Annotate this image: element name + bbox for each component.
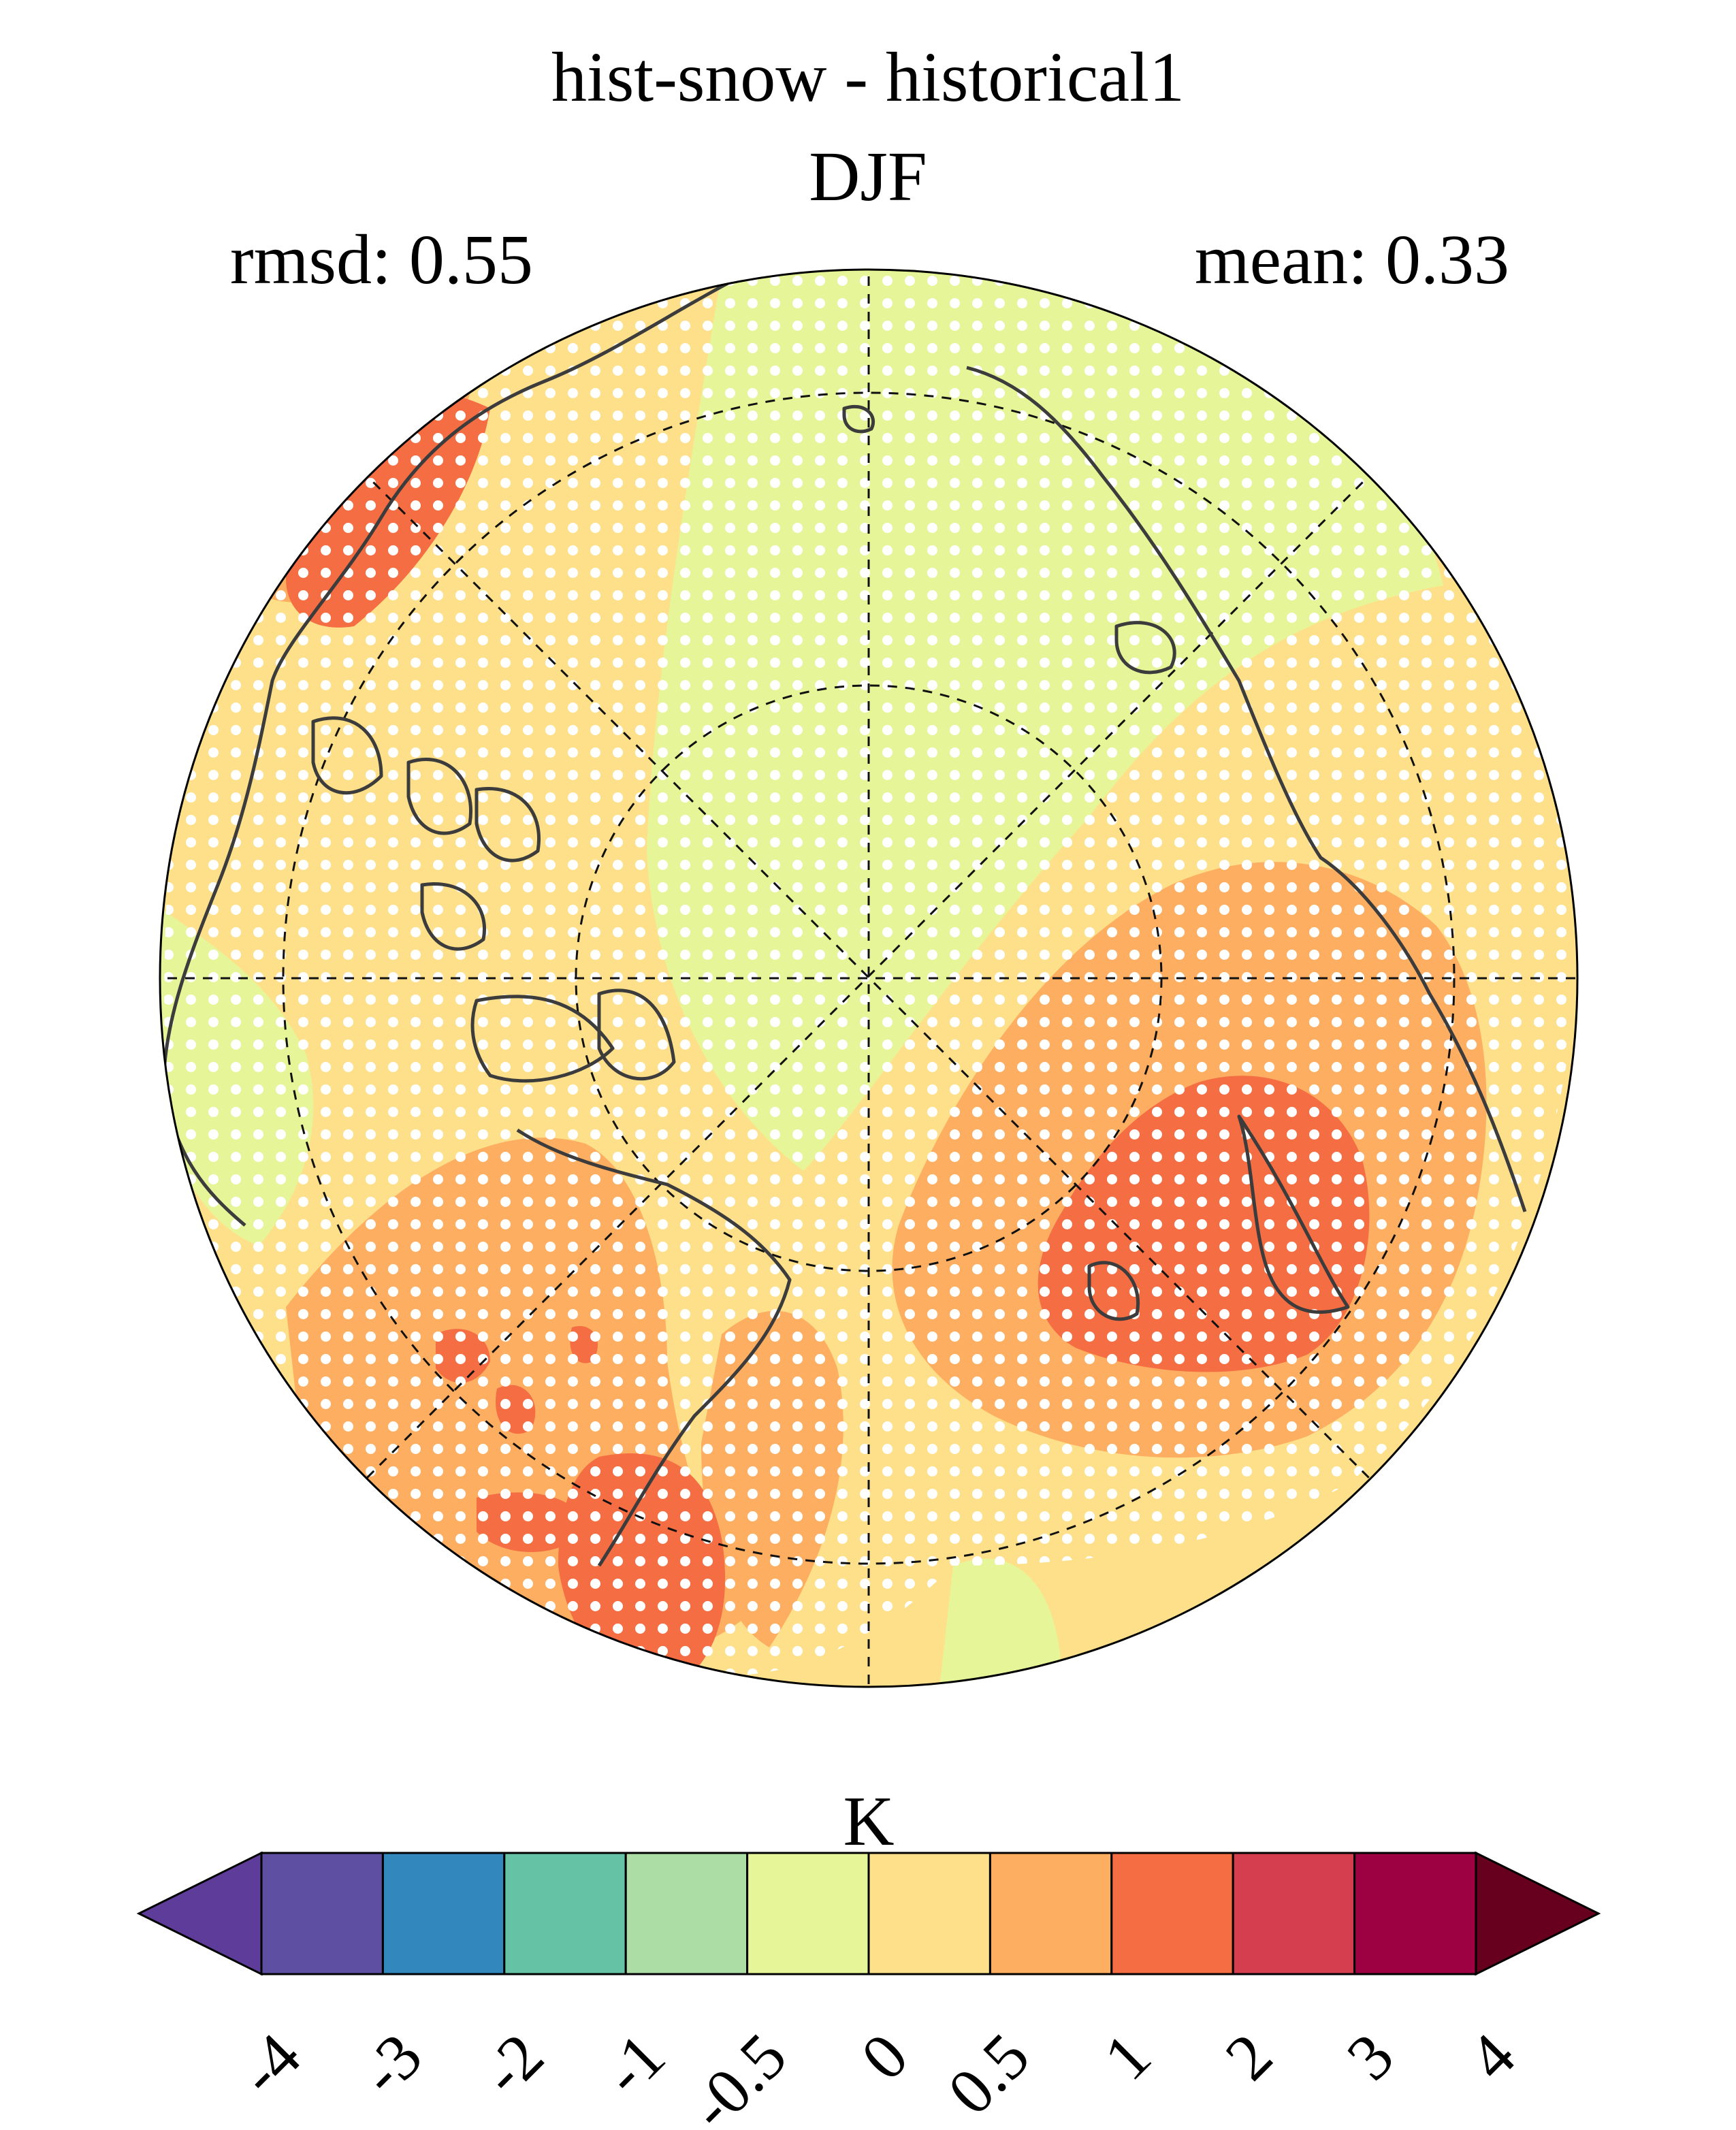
field-north-atlantic [939,1558,1062,1687]
colorbar-tick-label: -3 [346,2019,436,2109]
chart-subtitle: DJF [809,138,927,216]
colorbar-tick-label: 2 [1211,2019,1286,2094]
colorbar-band [867,1852,991,1975]
coastlines [161,270,1527,1567]
colorbar-tick-label: -4 [224,2019,314,2109]
colorbar-tick-label: -0.5 [675,2019,800,2130]
colorbar-band [260,1852,384,1975]
colorbar-tick-label: 0 [847,2019,922,2094]
colorbar [136,1851,1601,1976]
mean-label: mean: 0.33 [1194,221,1509,299]
colorbar-tick-label: 0.5 [934,2019,1044,2129]
colorbar-ticks: -4 -3 -2 -1-0.5 0 0.5 1 2 3 4 [224,2019,1528,2130]
colorbar-band [503,1852,627,1975]
colorbar-extend-max [1475,1851,1601,1976]
colorbar-band [746,1852,870,1975]
colorbar-tick-label: 1 [1090,2019,1165,2094]
colorbar-band [624,1852,749,1975]
colorbar-tick-label: 3 [1333,2019,1408,2094]
colorbar-band [381,1852,506,1975]
map-field [160,270,1577,1687]
colorbar-tick-label: -1 [589,2019,679,2109]
colorbar-band [1110,1852,1234,1975]
colorbar-band [1232,1852,1356,1975]
colorbar-extend-min [136,1851,263,1976]
rmsd-label: rmsd: 0.55 [230,221,533,299]
colorbar-band [988,1852,1113,1975]
colorbar-tick-label: 4 [1454,2019,1529,2094]
chart-title: hist-snow - historical1 [551,38,1185,116]
colorbar-tick-label: -2 [467,2019,557,2109]
graticule [160,270,1577,1687]
colorbar-band [1353,1852,1477,1975]
significance-stippling [164,270,1577,1677]
colorbar-unit-label: K [843,1782,894,1860]
map-boundary [159,268,1579,1688]
